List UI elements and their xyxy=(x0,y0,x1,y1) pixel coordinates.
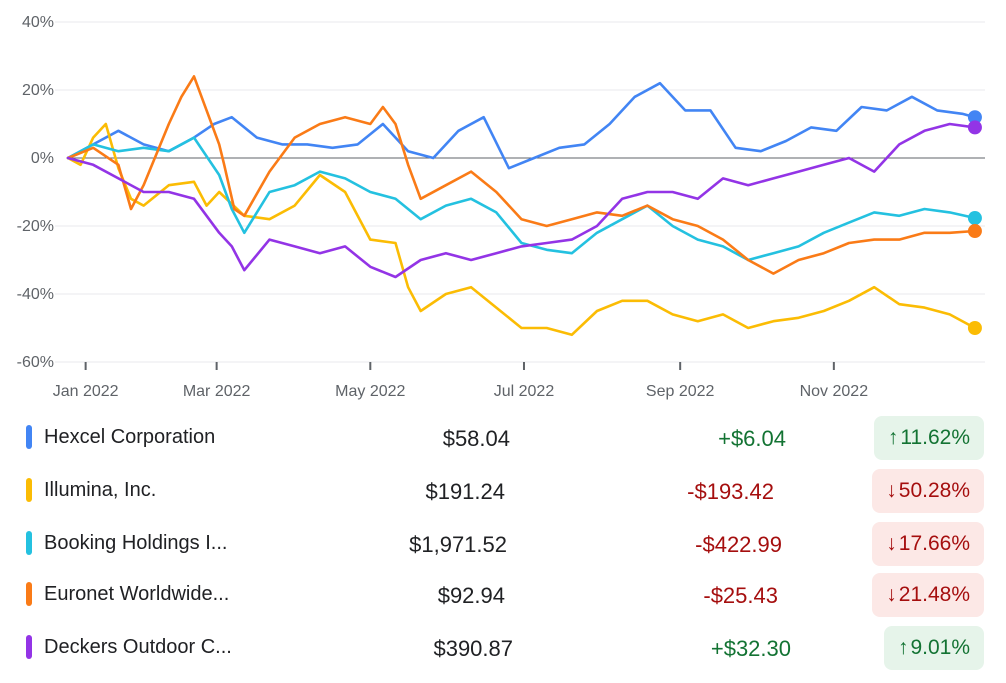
stock-name: Euronet Worldwide... xyxy=(44,583,230,605)
price-change: -$193.42 xyxy=(687,479,774,504)
series-line-3 xyxy=(66,75,977,275)
stock-name: Hexcel Corporation xyxy=(44,426,216,448)
percent-change-value: 9.01% xyxy=(910,636,970,659)
percent-change-value: 17.66% xyxy=(898,532,970,555)
grid-layer xyxy=(55,21,985,363)
arrow-down-icon: ↓ xyxy=(886,532,897,555)
stock-name: Booking Holdings I... xyxy=(44,532,228,554)
y-tick-label: 0% xyxy=(31,150,54,167)
end-markers xyxy=(967,110,982,335)
series-end-marker-3 xyxy=(967,224,982,239)
percent-change-badge: ↑11.62% xyxy=(873,416,984,460)
series-color-swatch xyxy=(26,478,32,502)
y-tick-label: 40% xyxy=(22,14,54,31)
price-change: -$25.43 xyxy=(703,583,778,608)
legend-row-illumina[interactable]: Illumina, Inc. $191.24 -$193.42 ↓50.28% xyxy=(0,467,1006,515)
stock-price: $58.04 xyxy=(442,426,510,451)
stock-price: $390.87 xyxy=(433,636,513,661)
arrow-down-icon: ↓ xyxy=(886,479,897,502)
series-end-marker-4 xyxy=(967,120,982,135)
series-color-swatch xyxy=(26,635,32,659)
legend-row-deckers[interactable]: Deckers Outdoor C... $390.87 +$32.30 ↑9.… xyxy=(0,624,1006,672)
x-tick-label: May 2022 xyxy=(335,383,405,400)
price-change: +$32.30 xyxy=(710,636,791,661)
y-tick-label: -60% xyxy=(17,354,54,371)
legend-row-booking[interactable]: Booking Holdings I... $1,971.52 -$422.99… xyxy=(0,520,1006,568)
percent-change-badge: ↓21.48% xyxy=(872,573,984,617)
percent-change-badge: ↑9.01% xyxy=(883,626,984,670)
series-end-marker-1 xyxy=(967,321,982,335)
x-tick-label: Mar 2022 xyxy=(183,383,251,400)
y-tick-label: -20% xyxy=(17,218,54,235)
series-end-marker-2 xyxy=(967,211,982,226)
percent-change-badge: ↓50.28% xyxy=(872,469,984,513)
series-color-swatch xyxy=(26,531,32,555)
stock-name: Deckers Outdoor C... xyxy=(44,636,232,658)
x-tick-label: Jan 2022 xyxy=(53,383,119,400)
series-color-swatch xyxy=(26,425,32,449)
series-line-1 xyxy=(66,122,977,337)
x-tick-label: Sep 2022 xyxy=(646,383,715,400)
stock-price: $1,971.52 xyxy=(409,532,507,557)
series-color-swatch xyxy=(26,582,32,606)
legend-row-euronet[interactable]: Euronet Worldwide... $92.94 -$25.43 ↓21.… xyxy=(0,571,1006,619)
price-change: -$422.99 xyxy=(695,532,782,557)
price-change: +$6.04 xyxy=(718,426,786,451)
arrow-down-icon: ↓ xyxy=(886,583,897,606)
stock-name: Illumina, Inc. xyxy=(44,479,157,501)
x-tick-label: Nov 2022 xyxy=(800,383,869,400)
stock-price: $92.94 xyxy=(437,583,505,608)
y-tick-label: -40% xyxy=(17,286,54,303)
percent-change-value: 21.48% xyxy=(898,583,970,606)
legend-row-hexcel[interactable]: Hexcel Corporation $58.04 +$6.04 ↑11.62% xyxy=(0,414,1006,462)
x-tick-label: Jul 2022 xyxy=(494,383,555,400)
arrow-up-icon: ↑ xyxy=(887,426,899,449)
x-axis: Jan 2022 Mar 2022 May 2022 Jul 2022 Sep 2022… xyxy=(53,362,868,400)
series-layer xyxy=(66,75,977,337)
series-end-marker-0 xyxy=(967,110,982,125)
percent-change-value: 50.28% xyxy=(898,479,970,502)
percent-change-value: 11.62% xyxy=(900,426,970,449)
stock-price: $191.24 xyxy=(425,479,505,504)
legend-table: Hexcel Corporation $58.04 +$6.04 ↑11.62%… xyxy=(0,410,1006,683)
arrow-up-icon: ↑ xyxy=(897,636,909,659)
stock-comparison-chart: 40% 20% 0% -20% -40% -60% Jan 2022 Mar 2022 May… xyxy=(17,14,985,400)
series-line-2 xyxy=(66,136,977,262)
y-axis: 40% 20% 0% -20% -40% -60% xyxy=(17,14,54,371)
series-line-0 xyxy=(66,81,977,170)
series-line-4 xyxy=(66,122,977,279)
percent-change-badge: ↓17.66% xyxy=(872,522,984,566)
y-tick-label: 20% xyxy=(22,82,54,99)
chart-svg: 40% 20% 0% -20% -40% -60% Jan 2022 Mar 2022 May… xyxy=(17,14,985,400)
